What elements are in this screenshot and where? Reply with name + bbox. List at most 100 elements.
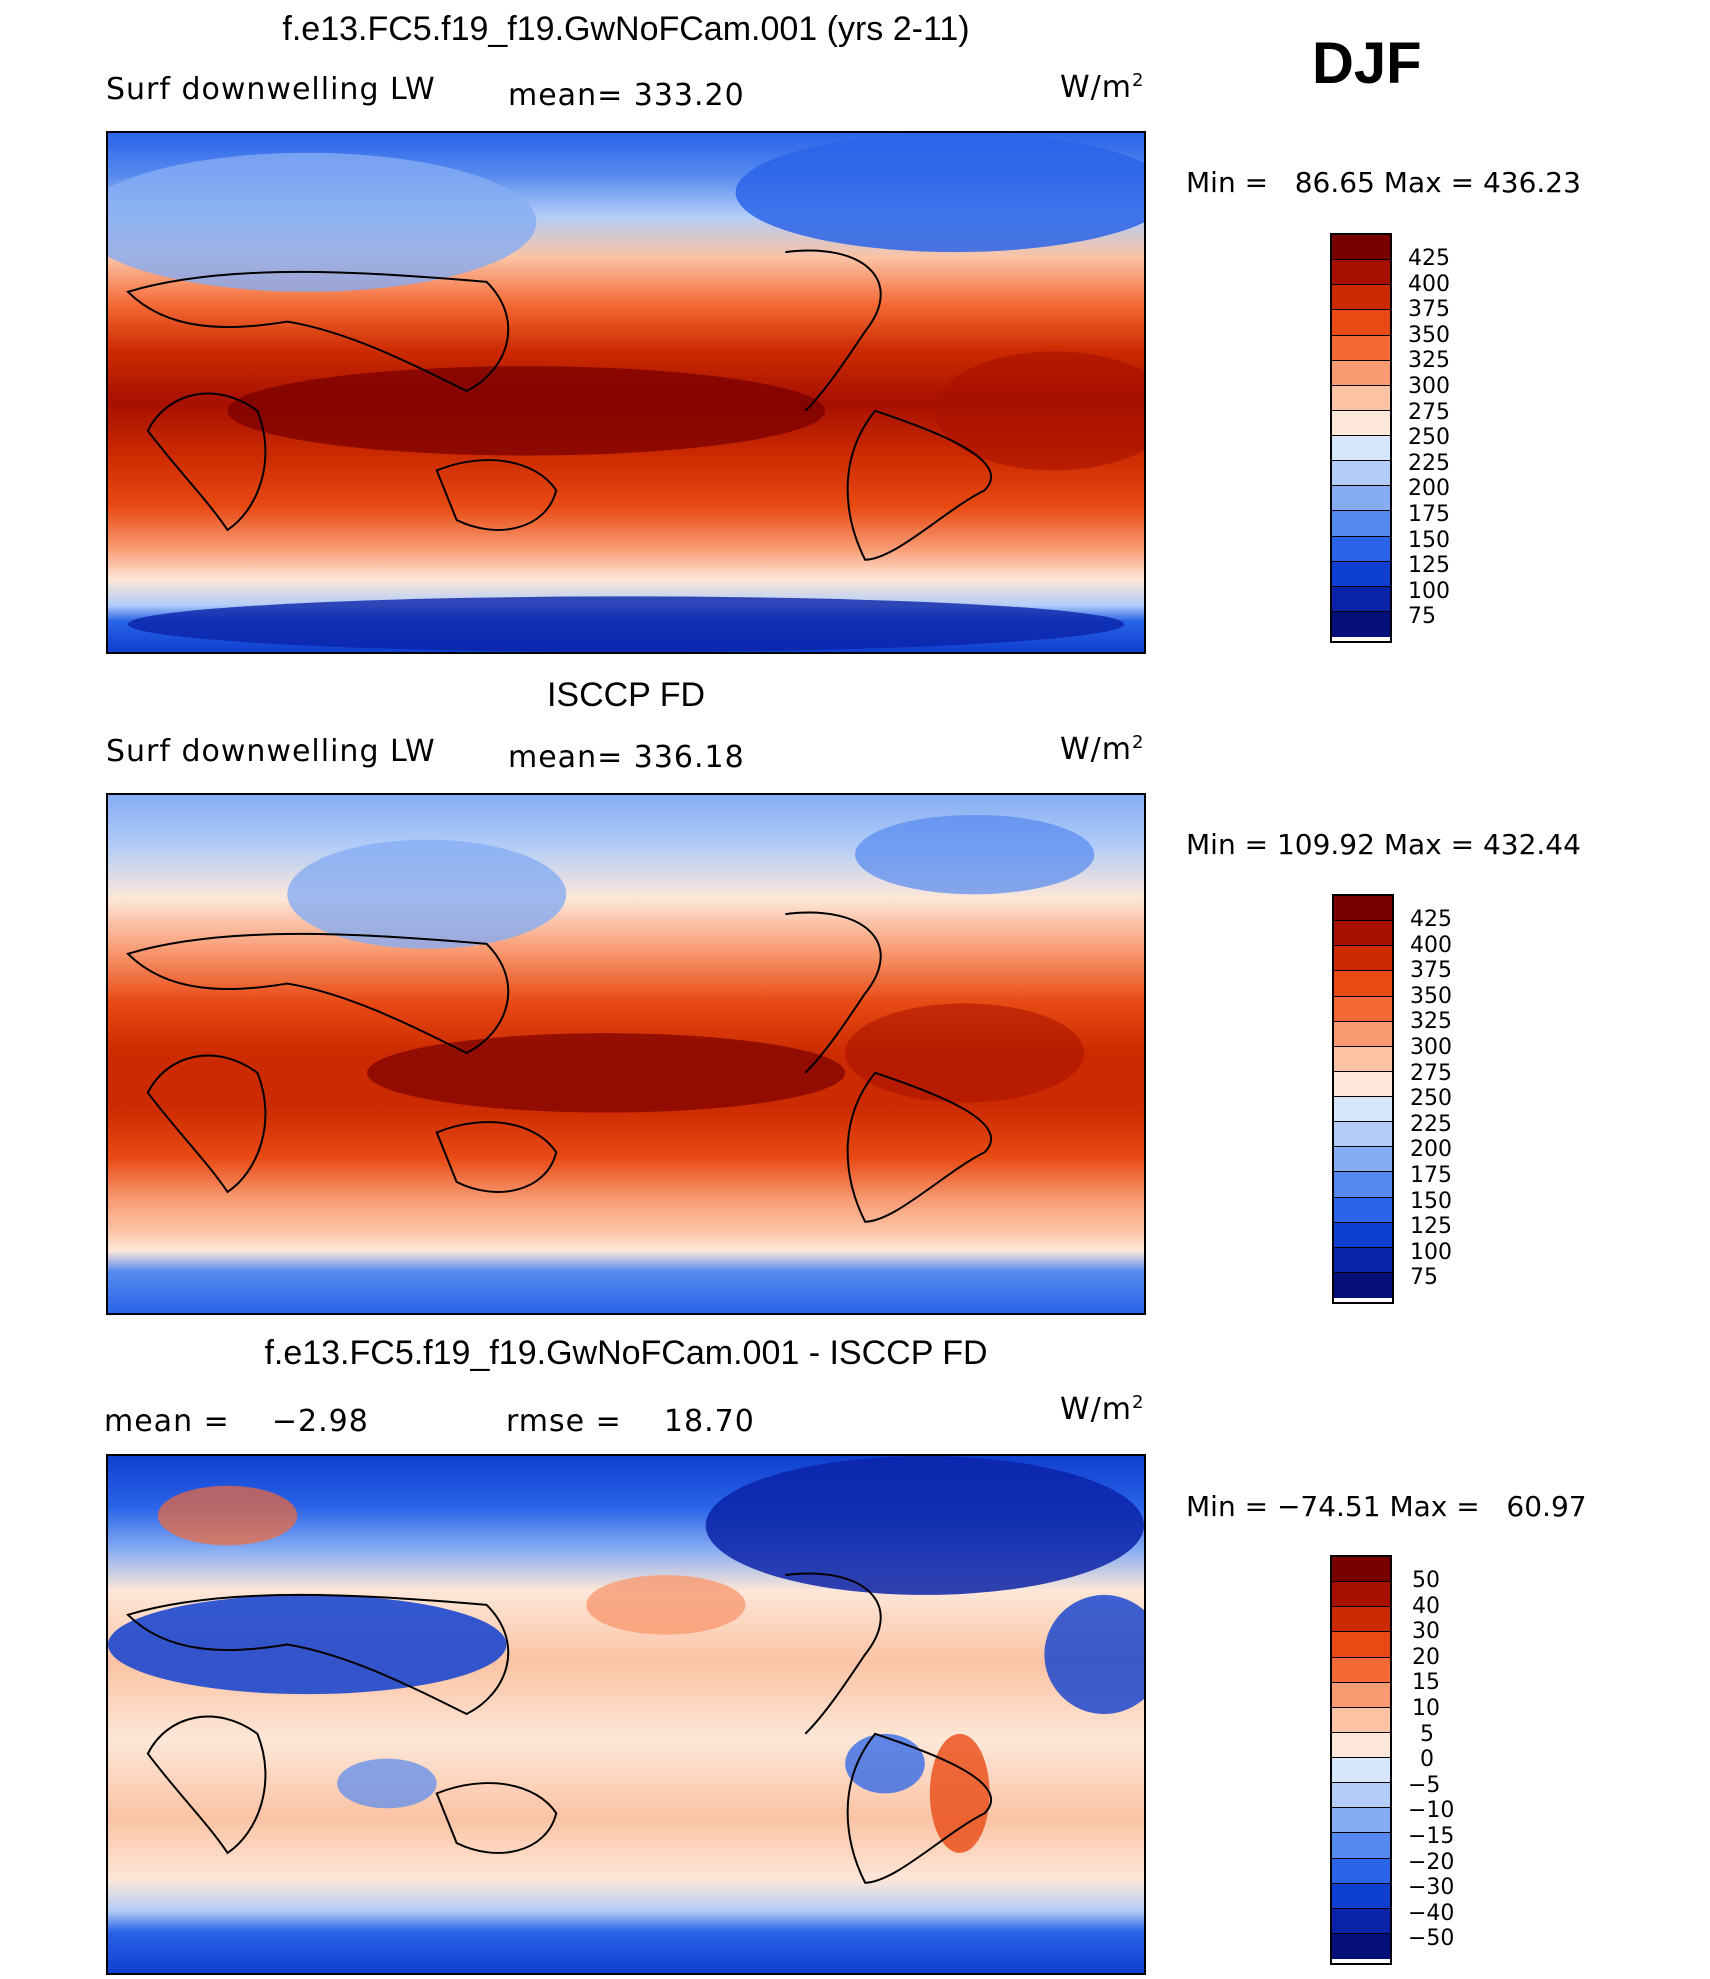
colorbar-swatch — [1332, 310, 1390, 336]
colorbar-swatch — [1332, 1557, 1390, 1583]
panel-2-tick-5: 300 — [1410, 1035, 1452, 1060]
panel-2-tick-2: 375 — [1410, 958, 1452, 983]
colorbar-swatch — [1334, 921, 1392, 947]
panel-1-colorbar — [1330, 233, 1392, 643]
panel-2-tick-9: 200 — [1410, 1137, 1452, 1162]
panel-2-tick-4: 325 — [1410, 1009, 1452, 1034]
colorbar-swatch — [1332, 1657, 1390, 1683]
panel-2-tick-7: 250 — [1410, 1086, 1452, 1111]
panel-2-tick-0: 425 — [1410, 907, 1452, 932]
panel-3-tick-7: 0 — [1420, 1747, 1434, 1772]
panel-1-tick-13: 100 — [1408, 579, 1450, 604]
panel-1-tick-0: 425 — [1408, 246, 1450, 271]
panel-2-field — [108, 795, 1144, 1313]
panel-2-colorbar-swatches — [1334, 896, 1392, 1298]
panel-3-mean-label: mean = −2.98 — [104, 1404, 369, 1439]
colorbar-swatch — [1332, 1783, 1390, 1809]
colorbar-swatch — [1332, 1707, 1390, 1733]
colorbar-swatch — [1332, 1933, 1390, 1959]
colorbar-swatch — [1332, 611, 1390, 637]
panel-1-tick-10: 175 — [1408, 502, 1450, 527]
panel-1-colorbar-swatches — [1332, 235, 1390, 637]
colorbar-swatch — [1334, 1147, 1392, 1173]
panel-3-tick-9: −10 — [1408, 1798, 1455, 1823]
panel-2-tick-13: 100 — [1410, 1240, 1452, 1265]
panel-3-tick-0: 50 — [1412, 1568, 1440, 1593]
panel-2-variable-label: Surf downwelling LW — [106, 734, 436, 769]
colorbar-swatch — [1332, 360, 1390, 386]
colorbar-swatch — [1332, 1833, 1390, 1859]
season-label: DJF — [1312, 31, 1422, 96]
colorbar-swatch — [1334, 1272, 1392, 1298]
panel-1-tick-4: 325 — [1408, 348, 1450, 373]
colorbar-swatch — [1332, 1808, 1390, 1834]
colorbar-swatch — [1334, 896, 1392, 922]
panel-1-tick-6: 275 — [1408, 400, 1450, 425]
colorbar-swatch — [1334, 1097, 1392, 1123]
panel-3-map — [106, 1454, 1146, 1975]
panel-2-tick-6: 275 — [1410, 1061, 1452, 1086]
panel-3-minmax: Min = −74.51 Max = 60.97 — [1186, 1490, 1587, 1523]
panel-1-mean-label: mean= 333.20 — [508, 78, 745, 113]
colorbar-swatch — [1332, 561, 1390, 587]
colorbar-swatch — [1334, 1222, 1392, 1248]
panel-3-tick-3: 20 — [1412, 1645, 1440, 1670]
colorbar-swatch — [1332, 385, 1390, 411]
panel-3-colorbar-swatches — [1332, 1557, 1390, 1959]
colorbar-swatch — [1334, 1071, 1392, 1097]
colorbar-swatch — [1334, 946, 1392, 972]
panel-3-tick-12: −30 — [1408, 1875, 1455, 1900]
panel-3-tick-8: −5 — [1408, 1773, 1441, 1798]
colorbar-swatch — [1332, 1883, 1390, 1909]
colorbar-swatch — [1334, 971, 1392, 997]
colorbar-swatch — [1332, 1632, 1390, 1658]
colorbar-swatch — [1332, 461, 1390, 487]
panel-1-tick-3: 350 — [1408, 323, 1450, 348]
panel-1-variable-label: Surf downwelling LW — [106, 72, 436, 107]
panel-2-colorbar — [1332, 894, 1394, 1304]
colorbar-swatch — [1332, 536, 1390, 562]
panel-1-tick-12: 125 — [1408, 553, 1450, 578]
panel-1-tick-11: 150 — [1408, 528, 1450, 553]
panel-1-tick-2: 375 — [1408, 297, 1450, 322]
colorbar-swatch — [1332, 511, 1390, 537]
panel-3-tick-2: 30 — [1412, 1619, 1440, 1644]
colorbar-swatch — [1332, 335, 1390, 361]
colorbar-swatch — [1334, 1046, 1392, 1072]
panel-1-title: f.e13.FC5.f19_f19.GwNoFCam.001 (yrs 2-11… — [282, 10, 970, 48]
colorbar-swatch — [1334, 996, 1392, 1022]
panel-3-units: W/m2 — [1060, 1392, 1145, 1427]
panel-1-tick-5: 300 — [1408, 374, 1450, 399]
panel-1-map — [106, 131, 1146, 654]
panel-2-map — [106, 793, 1146, 1315]
panel-3-tick-6: 5 — [1420, 1722, 1434, 1747]
panel-3-tick-11: −20 — [1408, 1850, 1455, 1875]
colorbar-swatch — [1332, 235, 1390, 261]
panel-2-minmax: Min = 109.92 Max = 432.44 — [1186, 828, 1581, 861]
colorbar-swatch — [1332, 586, 1390, 612]
panel-3-colorbar — [1330, 1555, 1392, 1965]
colorbar-swatch — [1332, 1732, 1390, 1758]
panel-3-tick-5: 10 — [1412, 1696, 1440, 1721]
colorbar-swatch — [1332, 285, 1390, 311]
panel-2-tick-3: 350 — [1410, 984, 1452, 1009]
colorbar-swatch — [1332, 1582, 1390, 1608]
panel-2-title: ISCCP FD — [546, 676, 706, 714]
colorbar-swatch — [1332, 1607, 1390, 1633]
colorbar-swatch — [1334, 1021, 1392, 1047]
panel-2-tick-14: 75 — [1410, 1265, 1438, 1290]
panel-1-tick-8: 225 — [1408, 451, 1450, 476]
panel-2-units: W/m2 — [1060, 732, 1145, 767]
colorbar-swatch — [1332, 1682, 1390, 1708]
panel-2-tick-10: 175 — [1410, 1163, 1452, 1188]
panel-3-field — [108, 1456, 1144, 1973]
panel-3-title: f.e13.FC5.f19_f19.GwNoFCam.001 - ISCCP F… — [264, 1334, 988, 1372]
panel-3-tick-4: 15 — [1412, 1670, 1440, 1695]
panel-1-units: W/m2 — [1060, 70, 1145, 105]
colorbar-swatch — [1332, 436, 1390, 462]
panel-1-minmax: Min = 86.65 Max = 436.23 — [1186, 166, 1581, 199]
panel-2-tick-11: 150 — [1410, 1189, 1452, 1214]
panel-1-field — [108, 133, 1144, 652]
panel-3-tick-14: −50 — [1408, 1926, 1455, 1951]
panel-2-tick-1: 400 — [1410, 933, 1452, 958]
